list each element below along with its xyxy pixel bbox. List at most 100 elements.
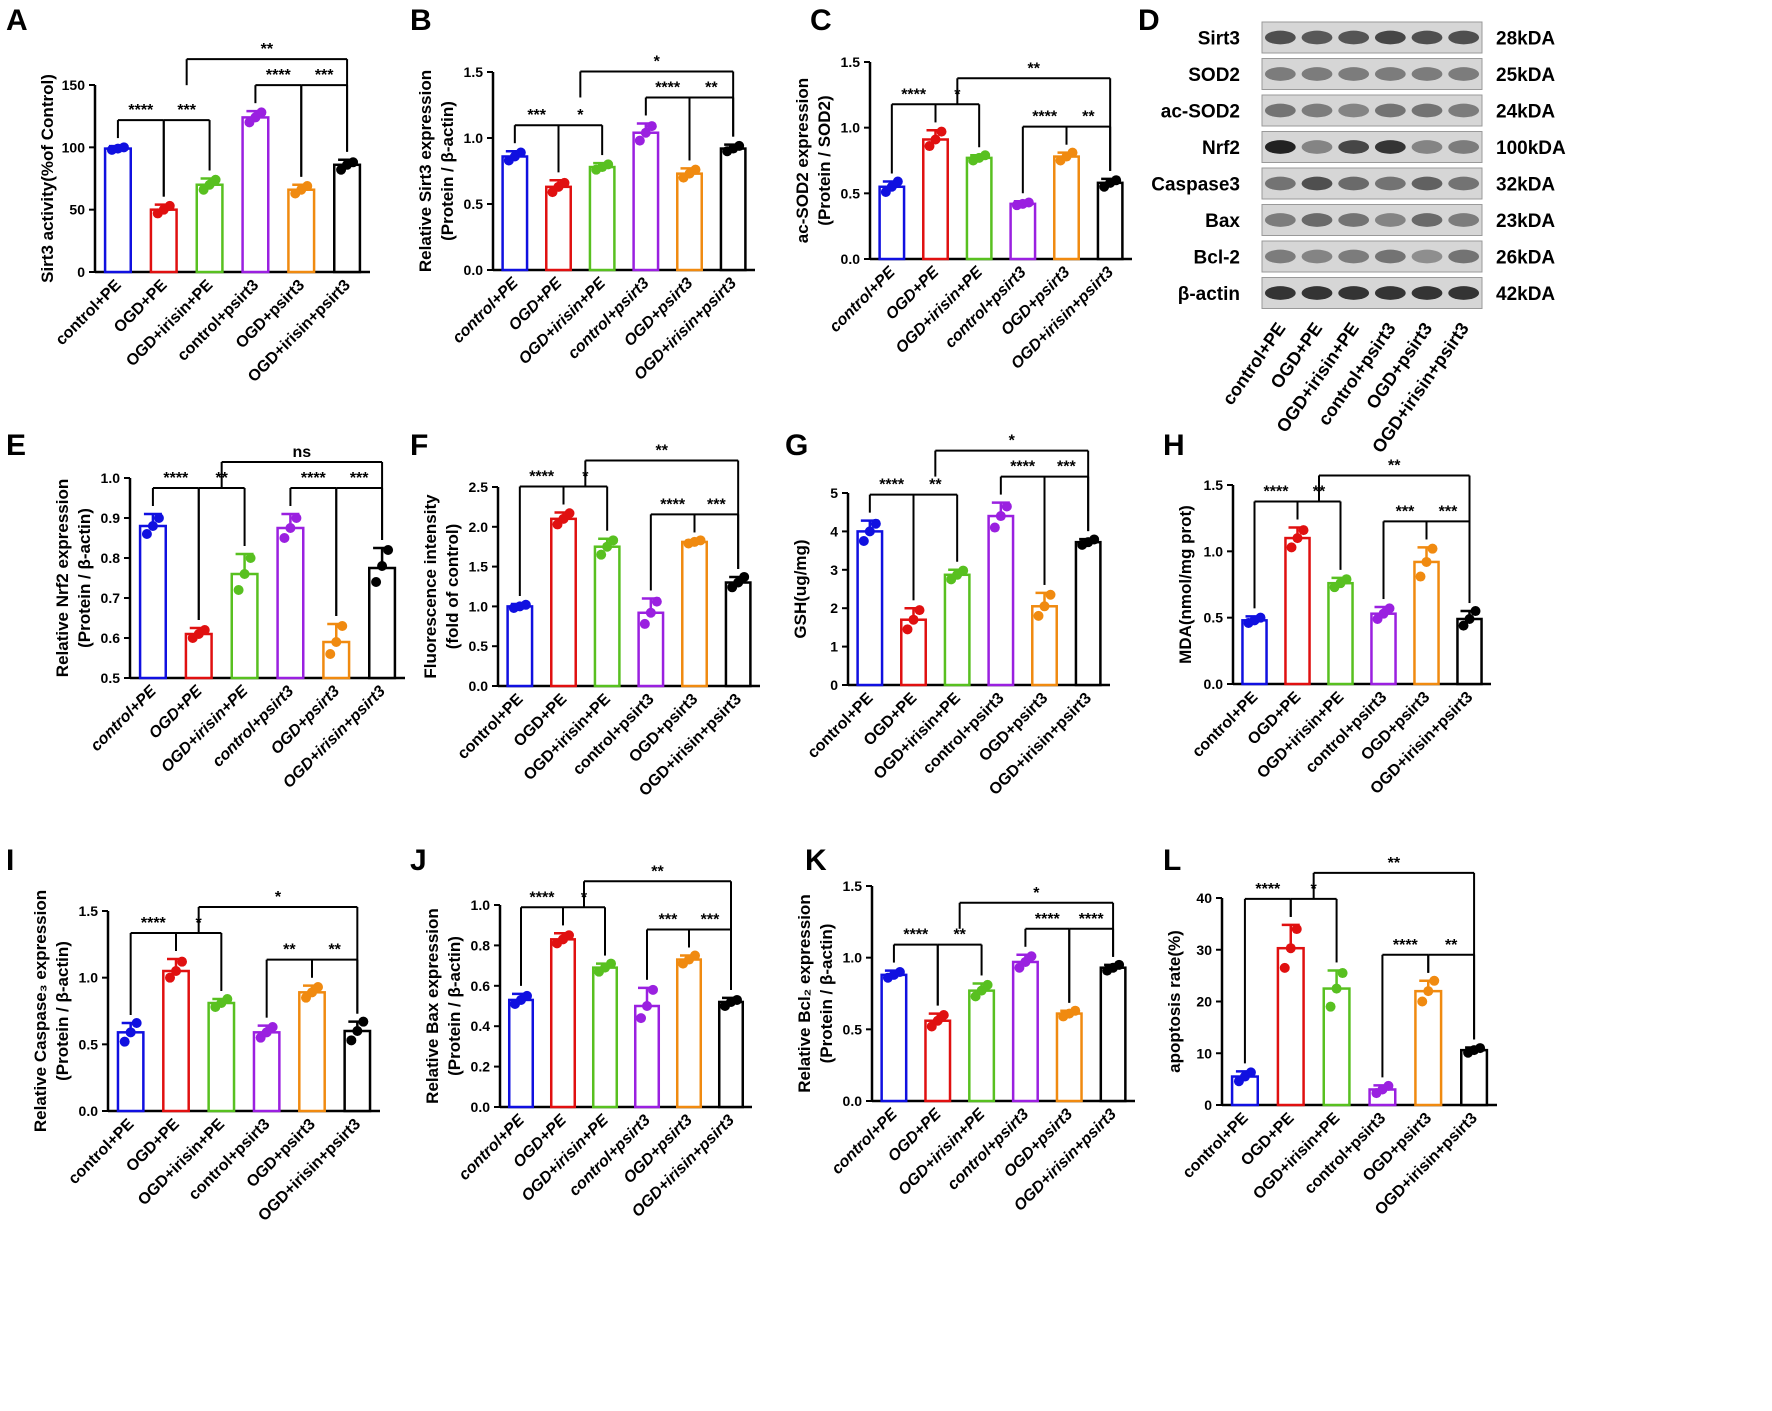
- bar: [1096, 181, 1124, 261]
- data-point: [1417, 996, 1428, 1007]
- y-axis-subtitle: (Protein / β-actin): [53, 941, 72, 1081]
- data-point: [1470, 606, 1481, 617]
- y-tick-label: 1.0: [1204, 543, 1224, 559]
- y-tick-label: 0.6: [101, 630, 121, 646]
- bar: [501, 155, 529, 272]
- panel-letter: D: [1138, 4, 1160, 37]
- data-point: [1285, 943, 1296, 954]
- blot-band: [1301, 176, 1333, 191]
- y-tick-label: 1.0: [464, 130, 484, 146]
- bar: [1460, 1048, 1489, 1107]
- bar: [162, 969, 190, 1113]
- data-point: [245, 553, 256, 563]
- data-point: [648, 984, 658, 995]
- bar: [195, 183, 224, 274]
- panel-j: J 0.0 0.2 0.4 0.6 0.8 1.0 Relative Bax expressi…: [410, 844, 752, 1221]
- blot-band: [1448, 30, 1480, 45]
- x-category-label: control+PE: [88, 682, 161, 755]
- blot-size-label: 32kDA: [1496, 175, 1555, 196]
- panel-b: B 0.0 0.5 1.0 1.5 Relative Sirt3 expression (P…: [410, 4, 755, 384]
- data-point: [291, 513, 302, 523]
- data-point: [1423, 986, 1434, 997]
- data-point: [119, 1036, 130, 1047]
- bar: [965, 156, 993, 261]
- y-tick-label: 1.0: [471, 897, 491, 913]
- data-point: [908, 614, 919, 625]
- x-category-label: control+PE: [456, 1111, 529, 1184]
- sig-label: **: [261, 41, 274, 58]
- blot-band: [1448, 249, 1480, 264]
- y-axis-title: Relative Sirt3 expression: [416, 70, 435, 272]
- y-tick-label: 3: [830, 562, 838, 578]
- data-point: [640, 127, 651, 138]
- data-point: [1045, 589, 1056, 600]
- data-point: [371, 577, 382, 587]
- bar: [241, 116, 270, 274]
- bar: [252, 1031, 281, 1113]
- sig-label: ****: [1255, 881, 1281, 898]
- blot-band: [1411, 103, 1443, 118]
- panel-letter: H: [1163, 429, 1185, 462]
- panel-g: G012345GSH(ug/mg)control+PEOGD+PEOGD+iri…: [785, 429, 1110, 799]
- data-point: [164, 200, 175, 211]
- y-tick-label: 20: [1196, 994, 1212, 1010]
- data-point: [171, 966, 181, 976]
- data-point: [522, 990, 532, 1001]
- blot-band: [1338, 67, 1370, 81]
- data-point: [1023, 197, 1034, 208]
- bar: [676, 172, 703, 272]
- bar: [878, 185, 906, 261]
- blot-band: [1301, 30, 1333, 45]
- data-point: [141, 529, 152, 539]
- sig-label: ****: [903, 927, 929, 944]
- bar: [717, 1000, 745, 1109]
- bar: [1009, 202, 1037, 261]
- sig-label: **: [656, 442, 669, 459]
- bar: [1327, 581, 1354, 686]
- bar: [724, 581, 752, 688]
- y-tick-label: 0.5: [469, 638, 489, 654]
- bar: [550, 517, 577, 688]
- blot-band: [1264, 249, 1296, 264]
- data-point: [989, 522, 1000, 533]
- sig-label: **: [705, 79, 718, 96]
- y-tick-label: 0.0: [469, 678, 489, 694]
- y-tick-label: 4: [830, 523, 838, 539]
- sig-label: ****: [141, 915, 167, 932]
- data-point: [564, 930, 574, 941]
- blot-band: [1374, 249, 1406, 264]
- data-point: [982, 979, 993, 990]
- blot-band: [1411, 249, 1443, 264]
- bar: [298, 991, 326, 1113]
- y-tick-label: 1.5: [841, 54, 861, 70]
- sig-label: ****: [530, 889, 556, 906]
- panel-f: F 0.0 0.5 1.0 1.5 2.0 2.5 Fluorescence intensit…: [410, 429, 760, 800]
- y-axis-title: apoptosis rate(%): [1165, 930, 1184, 1073]
- y-tick-label: 2: [830, 600, 838, 616]
- data-point: [980, 150, 991, 161]
- sig-label: ***: [527, 107, 546, 124]
- sig-label: *: [577, 107, 584, 124]
- y-tick-label: 0.0: [843, 1093, 863, 1109]
- panel-letter: G: [785, 429, 808, 462]
- blot-protein-label: Nrf2: [1202, 138, 1240, 159]
- x-category-label: control+PE: [805, 690, 877, 762]
- sig-label: **: [929, 477, 942, 494]
- data-point: [870, 518, 881, 529]
- data-point: [233, 585, 244, 595]
- data-point: [651, 596, 662, 607]
- data-point: [383, 545, 394, 555]
- data-point: [337, 621, 348, 631]
- sig-label: ***: [177, 102, 196, 119]
- sig-label: *: [1009, 433, 1016, 450]
- y-tick-label: 1.0: [469, 598, 489, 614]
- panel-letter: A: [6, 4, 28, 37]
- bar: [856, 530, 884, 687]
- blot-strip: [1261, 94, 1483, 127]
- data-point: [995, 511, 1006, 522]
- data-point: [690, 950, 700, 961]
- bar: [276, 526, 305, 680]
- y-axis-subtitle: (Protein / β-actin): [75, 508, 94, 648]
- sig-label: ****: [660, 496, 686, 513]
